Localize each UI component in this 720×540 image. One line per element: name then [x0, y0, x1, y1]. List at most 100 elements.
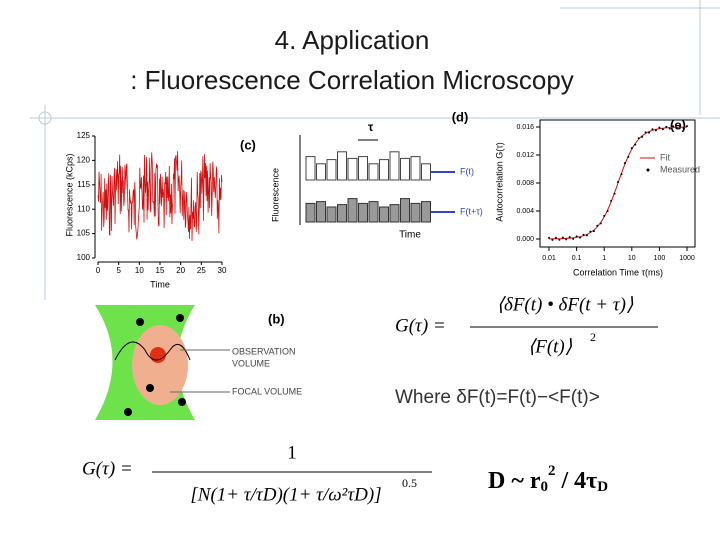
measured-point	[551, 238, 554, 241]
measured-point	[599, 222, 602, 225]
bar	[305, 156, 316, 181]
equation-numerator: 1	[287, 442, 297, 463]
measured-point	[651, 128, 654, 131]
equation-power: 0.5	[402, 476, 417, 490]
y-tick-label: 0.012	[516, 152, 534, 159]
x-tick-label: 1000	[679, 255, 695, 262]
bar	[347, 157, 358, 181]
equation-part: 2	[548, 463, 556, 479]
measured-point	[679, 125, 682, 128]
legend-swatch	[646, 168, 650, 172]
measured-point	[610, 199, 613, 202]
bar	[326, 206, 337, 223]
bar	[305, 202, 316, 223]
measured-point	[589, 230, 592, 233]
measured-point	[565, 238, 568, 241]
measured-point	[665, 125, 668, 128]
decoration	[30, 0, 720, 300]
x-tick-label: 5	[116, 266, 121, 275]
bar	[410, 202, 421, 223]
x-tick-label: 0	[96, 266, 101, 275]
measured-point	[623, 162, 626, 165]
measured-point	[568, 236, 571, 239]
bar	[400, 157, 410, 181]
measured-point	[658, 126, 661, 129]
where-text: Where δF(t)=F(t)−<F(t)>	[395, 387, 600, 408]
x-tick-label: 100	[654, 255, 666, 262]
measured-point	[548, 236, 550, 239]
y-tick-label: 120	[77, 156, 91, 165]
measured-point	[682, 127, 685, 130]
measured-points	[548, 125, 688, 241]
measured-point	[648, 131, 651, 134]
measured-point	[637, 137, 640, 140]
trajectory	[114, 341, 191, 361]
y-tick-label: 0.004	[516, 208, 534, 215]
measured-point	[613, 192, 616, 195]
x-tick-label: 0.01	[542, 255, 556, 262]
measured-point	[582, 233, 585, 236]
measured-point	[641, 135, 644, 138]
callout-label: FOCAL VOLUME	[232, 386, 302, 396]
equation-denominator: [N(1+ τ/τD)(1+ τ/ω²τD)]	[190, 484, 381, 505]
y-tick-label: 0.016	[516, 124, 534, 131]
measured-point	[572, 237, 575, 240]
bar	[368, 163, 379, 181]
equation-lhs: G(τ) =	[395, 315, 446, 336]
bars	[299, 135, 431, 225]
measured-point	[585, 234, 588, 237]
title-line: 4. Application	[275, 25, 430, 55]
measured-point	[675, 127, 678, 130]
equation-part: 0	[540, 479, 548, 495]
decoration-circle	[38, 111, 52, 125]
measured-point	[644, 131, 647, 134]
measured-point	[634, 143, 637, 146]
x-tick-label: 0.1	[572, 255, 582, 262]
axis-label: Time	[150, 279, 170, 289]
bar	[421, 201, 431, 223]
bar	[347, 198, 358, 223]
fluorescence-trace	[97, 151, 223, 241]
callout-label: OBSERVATION	[232, 346, 296, 356]
bar	[316, 201, 326, 223]
equation-part: D	[597, 479, 608, 495]
y-tick-label: 0.008	[516, 180, 534, 187]
panel-label: (b)	[268, 311, 285, 326]
legend-label: Measured	[660, 164, 700, 174]
tau-label: τ	[368, 120, 374, 134]
equation-denominator: ⟨F(t)⟩	[528, 336, 573, 357]
y-tick-label: 105	[77, 229, 91, 238]
y-tick-label: 100	[77, 253, 91, 262]
measured-point	[606, 209, 609, 212]
bar	[400, 198, 410, 223]
legend-label: F(t+τ)	[460, 206, 483, 216]
measured-point	[672, 125, 675, 128]
x-tick-label: 30	[218, 266, 227, 275]
measured-point	[654, 129, 657, 132]
y-tick-label: 110	[77, 204, 90, 213]
measured-point	[627, 156, 630, 159]
panel-label: (e)	[670, 117, 686, 132]
equation-numerator: ⟨δF(t) • δF(t + τ)⟩	[497, 294, 634, 315]
axis-label: Fluorescence (kCps)	[64, 153, 74, 236]
focal-volume	[132, 325, 188, 405]
bar	[326, 159, 337, 181]
x-tick-label: 25	[197, 266, 206, 275]
legend-label: Fit	[660, 152, 670, 162]
bar	[389, 204, 400, 223]
axis-label: Time	[399, 230, 421, 241]
x-tick-label: 10	[135, 266, 144, 275]
bar	[410, 156, 421, 181]
measured-point	[596, 224, 599, 227]
bar	[389, 151, 400, 181]
equation-part: / 4τ	[555, 468, 597, 494]
panel-label: (c)	[240, 137, 256, 152]
bar	[316, 163, 326, 181]
measured-point	[561, 236, 564, 239]
measured-point	[620, 173, 623, 176]
measured-point	[592, 230, 595, 233]
equation-power: 2	[590, 330, 596, 344]
measured-point	[686, 125, 688, 128]
